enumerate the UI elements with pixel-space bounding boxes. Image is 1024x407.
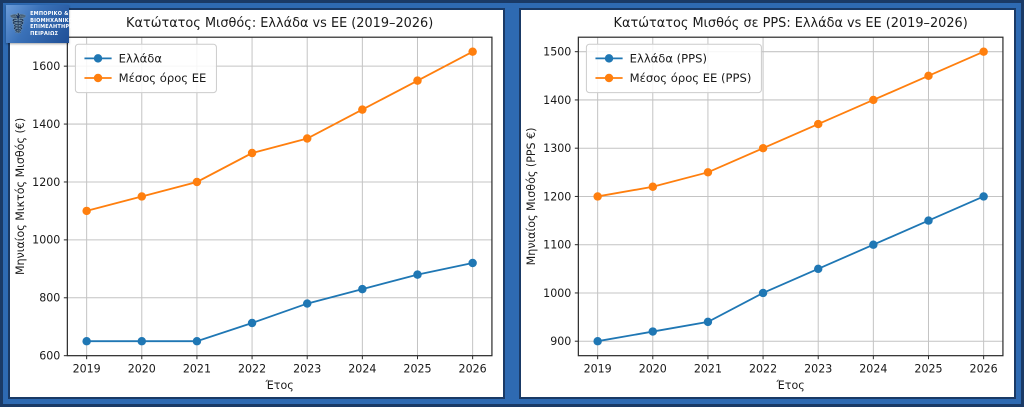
data-point xyxy=(137,336,147,346)
data-point xyxy=(813,119,823,129)
y-tick-label: 900 xyxy=(550,335,571,348)
y-axis-label: Μηνιαίος Μικτός Μισθός (€) xyxy=(14,118,27,275)
gridlines xyxy=(578,37,1003,356)
x-tick-label: 2022 xyxy=(749,362,777,375)
x-tick-label: 2021 xyxy=(694,362,722,375)
y-tick-label: 1000 xyxy=(543,287,571,300)
y-tick-label: 1000 xyxy=(32,234,60,247)
right-chart: 2019 2020 2021 2022 2023 2024 2025 2026 900 1000 1… xyxy=(525,16,1004,392)
chart-title: Κατώτατος Μισθός: Ελλάδα vs ΕΕ (2019–202… xyxy=(126,16,433,31)
data-point xyxy=(468,258,477,268)
legend-label: Ελλάδα (PPS) xyxy=(630,51,707,65)
x-tick-label: 2025 xyxy=(914,362,942,375)
y-tick-label: 1600 xyxy=(32,60,60,73)
data-point xyxy=(413,270,422,279)
x-tick-label: 2020 xyxy=(128,362,156,375)
legend-label: Μέσος όρος ΕΕ (PPS) xyxy=(630,71,752,85)
caduceus-icon: ☤ xyxy=(9,8,28,40)
data-point xyxy=(468,47,477,56)
chart-panel-left: 2019 2020 2021 2022 2023 2024 2025 2026 600 800 10… xyxy=(8,8,505,399)
x-tick-label: 2026 xyxy=(970,362,998,375)
y-tick-label: 600 xyxy=(39,350,60,363)
x-tick-label: 2019 xyxy=(73,362,101,375)
y-tick-label: 1400 xyxy=(543,94,571,107)
x-tick-label: 2024 xyxy=(348,362,376,375)
plot-border xyxy=(66,36,493,357)
series-1 xyxy=(82,47,477,216)
data-point xyxy=(137,192,147,201)
data-point xyxy=(703,168,713,177)
data-point xyxy=(758,143,768,153)
data-point xyxy=(758,288,768,298)
logo-line-2: ΒΙΟΜΗΧΑΝΙΚΟ xyxy=(30,17,74,24)
x-tick-label: 2020 xyxy=(639,362,667,375)
x-axis-label: Έτος xyxy=(265,379,294,392)
legend-box xyxy=(74,43,217,94)
axis-ticks xyxy=(574,51,985,360)
x-axis-label: Έτος xyxy=(776,379,805,392)
x-tick-label: 2021 xyxy=(183,362,211,375)
data-point xyxy=(813,264,823,274)
y-axis-label: Μηνιαίος Μισθός (PPS €) xyxy=(525,128,538,266)
data-point xyxy=(358,284,367,294)
legend-box xyxy=(585,43,762,94)
legend: Ελλάδα (PPS) Μέσος όρος ΕΕ (PPS) xyxy=(585,43,762,94)
series-1 xyxy=(593,47,988,201)
chamber-logo-text: ΕΜΠΟΡΙΚΟ & ΒΙΟΜΗΧΑΝΙΚΟ ΕΠΙΜΕΛΗΤΗΡΙΟ ΠΕΙΡ… xyxy=(30,11,76,37)
y-tick-label: 1200 xyxy=(32,176,60,189)
legend: Ελλάδα Μέσος όρος ΕΕ xyxy=(74,43,217,94)
x-tick-label: 2019 xyxy=(584,362,612,375)
data-point xyxy=(82,206,91,216)
data-point xyxy=(593,192,602,201)
chamber-logo: ☤ ΕΜΠΟΡΙΚΟ & ΒΙΟΜΗΧΑΝΙΚΟ ΕΠΙΜΕΛΗΤΗΡΙΟ ΠΕ… xyxy=(6,5,76,43)
axis-ticks xyxy=(63,65,474,360)
data-point xyxy=(302,134,312,143)
data-point xyxy=(869,240,878,249)
data-point xyxy=(593,336,602,346)
chart-panel-right: 2019 2020 2021 2022 2023 2024 2025 2026 900 1000 1… xyxy=(519,8,1016,399)
x-tick-label: 2023 xyxy=(804,362,832,375)
y-tick-label: 1200 xyxy=(543,190,571,203)
chart-title: Κατώτατος Μισθός σε PPS: Ελλάδα vs ΕΕ (2… xyxy=(614,16,968,31)
x-tick-label: 2022 xyxy=(238,362,266,375)
x-tick-label: 2024 xyxy=(859,362,887,375)
logo-line-3: ΕΠΙΜΕΛΗΤΗΡΙΟ xyxy=(30,24,76,30)
data-point xyxy=(924,71,933,81)
y-tick-label: 1100 xyxy=(543,239,571,252)
data-point xyxy=(192,336,202,346)
left-chart: 2019 2020 2021 2022 2023 2024 2025 2026 600 800 10… xyxy=(14,16,493,392)
x-tick-label: 2023 xyxy=(293,362,321,375)
data-point xyxy=(648,182,658,192)
data-point xyxy=(247,318,257,328)
series-0 xyxy=(593,192,988,346)
data-point xyxy=(979,47,988,56)
data-point xyxy=(247,148,257,158)
data-point xyxy=(979,192,988,201)
logo-line-1: ΕΜΠΟΡΙΚΟ & xyxy=(30,11,69,17)
legend-label: Μέσος όρος ΕΕ xyxy=(119,71,207,85)
plot-border xyxy=(577,36,1004,357)
y-tick-label: 1500 xyxy=(543,46,571,59)
x-tick-label: 2026 xyxy=(459,362,487,375)
logo-line-4: ΠΕΙΡΑΙΩΣ xyxy=(30,30,59,37)
y-tick-label: 1400 xyxy=(32,118,60,131)
y-tick-label: 1300 xyxy=(543,142,571,155)
x-tick-label: 2025 xyxy=(403,362,431,375)
y-tick-label: 800 xyxy=(39,292,60,305)
data-point xyxy=(302,299,312,308)
data-point xyxy=(924,216,933,225)
legend-label: Ελλάδα xyxy=(119,51,163,65)
data-point xyxy=(703,317,713,327)
data-point xyxy=(413,76,422,85)
data-point xyxy=(358,105,367,114)
data-point xyxy=(82,336,91,346)
data-point xyxy=(192,177,202,187)
series-0 xyxy=(82,258,477,346)
data-point xyxy=(869,95,878,105)
data-point xyxy=(648,327,658,336)
